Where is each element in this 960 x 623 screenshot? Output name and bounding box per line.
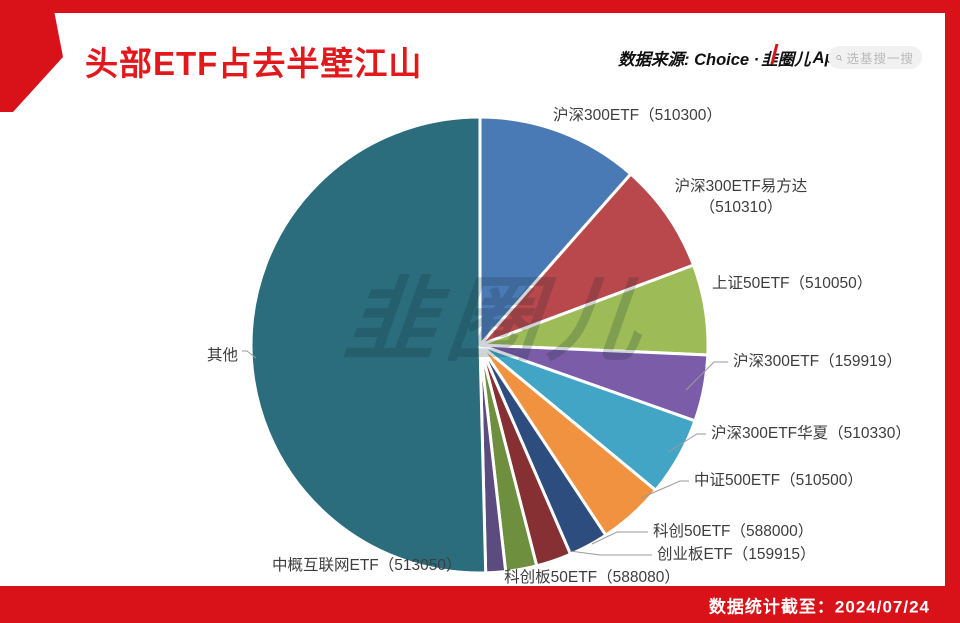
watermark-logo: 韭圈儿 <box>340 268 657 372</box>
leader-line-6 <box>591 531 648 545</box>
slice-label-4: 沪深300ETF华夏（510330） <box>711 424 911 442</box>
slice-label-0: 沪深300ETF（510300） <box>553 106 722 124</box>
title-banner-arrow-icon <box>0 0 63 112</box>
leader-line-3 <box>685 361 728 391</box>
search-icon <box>836 54 843 61</box>
footer-bar: 数据统计截至：2024/07/24 <box>0 586 960 623</box>
slice-label-3: 沪深300ETF（159919） <box>733 352 902 370</box>
data-cutoff-note: 数据统计截至：2024/07/24 <box>708 597 930 616</box>
data-source: 数据来源: Choice · 韭圈儿 App <box>618 46 845 70</box>
search-input[interactable]: 选基搜一搜 <box>828 46 922 69</box>
pie-slice-0 <box>478 115 633 347</box>
slice-label-5: 中证500ETF（510500） <box>694 471 863 489</box>
leader-line-10 <box>242 350 257 359</box>
leader-line-4 <box>667 433 706 453</box>
pie-slice-10 <box>249 115 488 575</box>
slice-label-7: 创业板ETF（159915） <box>657 545 816 563</box>
leader-line-5 <box>640 480 689 499</box>
search-placeholder: 选基搜一搜 <box>846 52 914 66</box>
slice-label-9: 中概互联网ETF（513050） <box>272 556 462 574</box>
slice-label-10: 其他 <box>207 346 238 364</box>
page-title: 头部ETF占去半壁江山 <box>85 45 423 82</box>
slice-label-1: 沪深300ETF易方达（510310） <box>675 177 808 216</box>
slice-label-2: 上证50ETF（510050） <box>712 274 872 292</box>
slice-label-8: 科创板50ETF（588080） <box>504 568 680 586</box>
pie-slice-1 <box>478 172 695 347</box>
slice-label-6: 科创50ETF（588000） <box>653 522 813 540</box>
leader-line-7 <box>569 550 652 556</box>
data-source-prefix: 数据来源: Choice · <box>618 51 760 69</box>
app-logo: 韭圈儿 <box>761 46 811 70</box>
